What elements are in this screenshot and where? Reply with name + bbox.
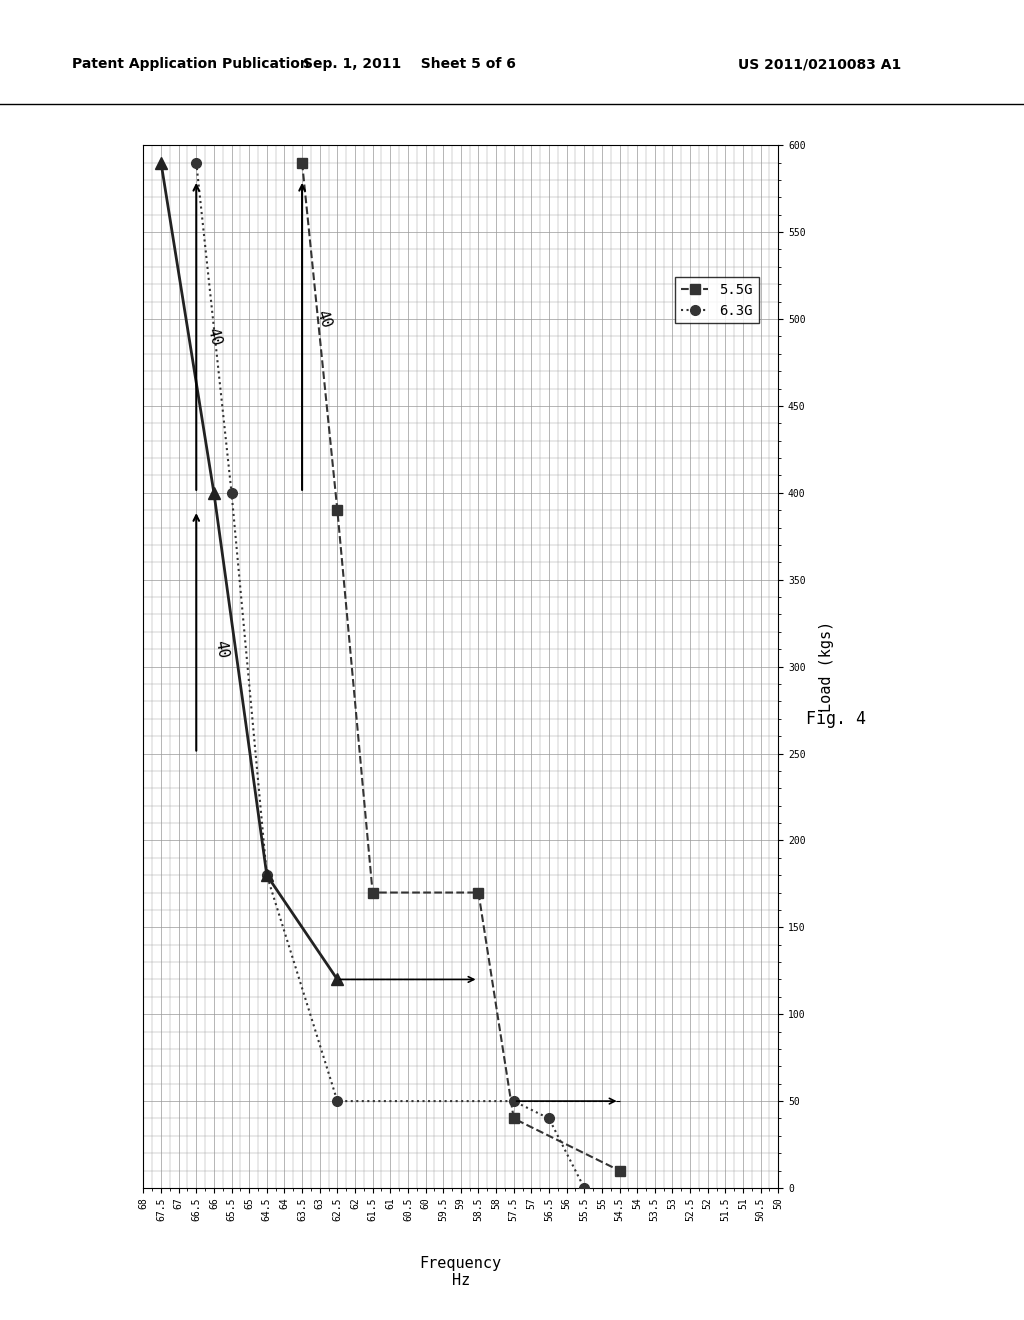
Text: 40: 40	[313, 308, 334, 330]
Text: Sep. 1, 2011    Sheet 5 of 6: Sep. 1, 2011 Sheet 5 of 6	[303, 57, 516, 71]
Text: US 2011/0210083 A1: US 2011/0210083 A1	[737, 57, 901, 71]
Y-axis label: Load (kgs): Load (kgs)	[819, 620, 835, 713]
Text: Fig. 4: Fig. 4	[806, 710, 865, 729]
Text: 40: 40	[212, 639, 230, 660]
Legend: 5.5G, 6.3G: 5.5G, 6.3G	[675, 277, 759, 323]
X-axis label: Frequency
Hz: Frequency Hz	[420, 1255, 502, 1288]
Text: 40: 40	[205, 326, 223, 347]
Text: Patent Application Publication: Patent Application Publication	[72, 57, 309, 71]
